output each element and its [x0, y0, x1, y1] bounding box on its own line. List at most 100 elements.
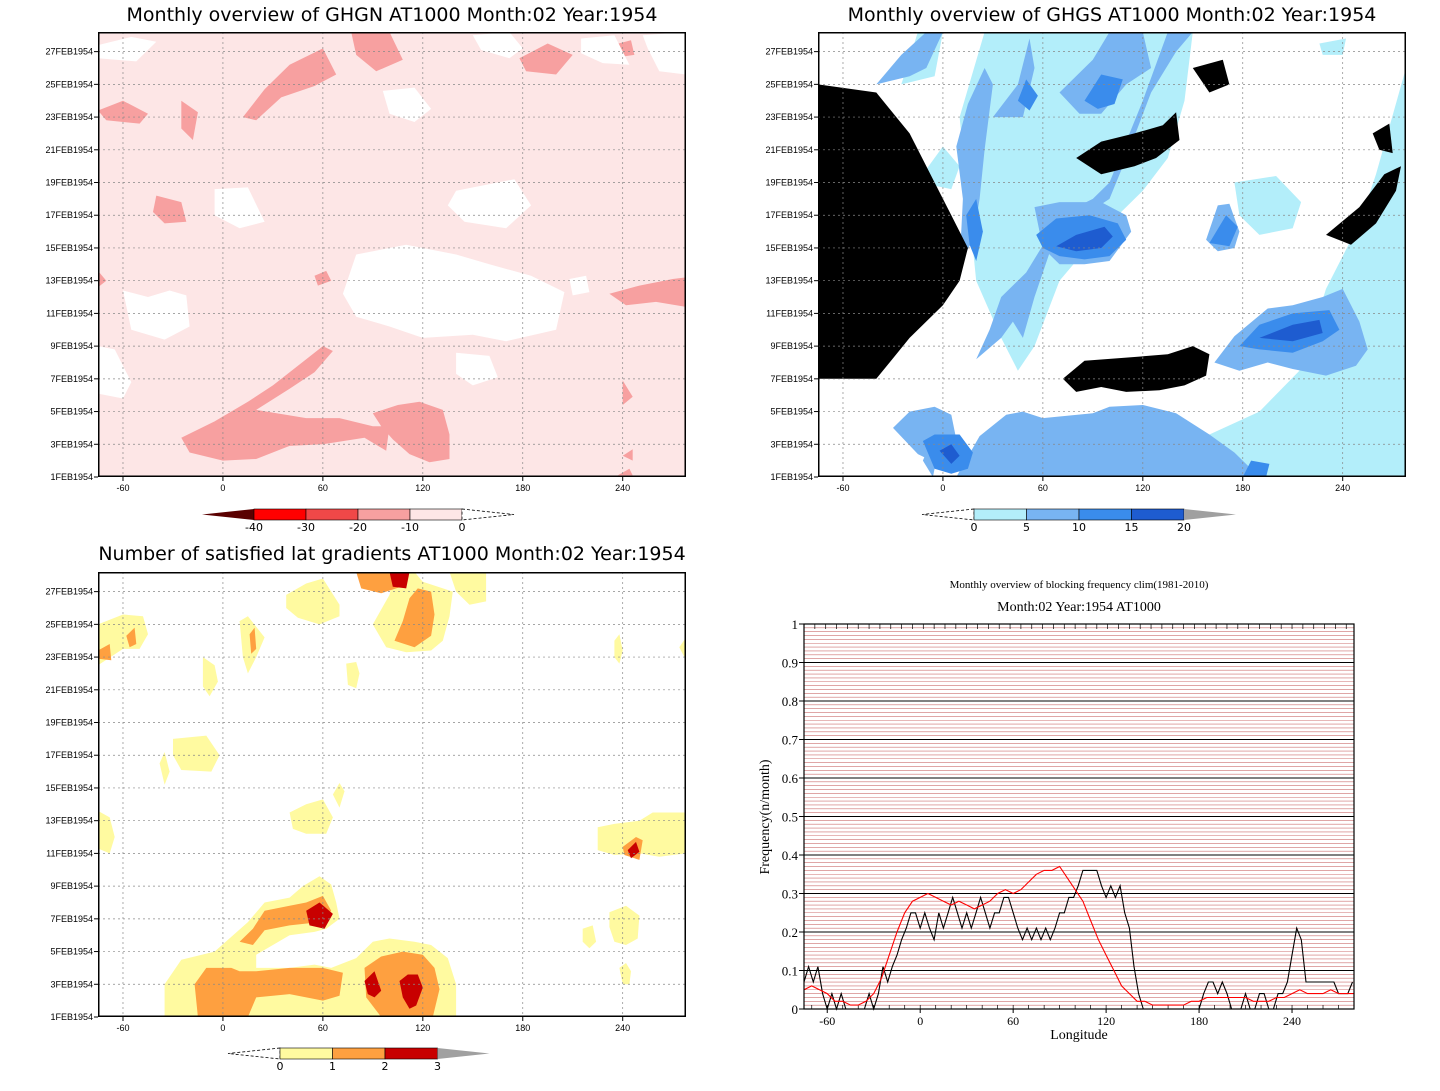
y-tick-label: 23FEB1954: [45, 652, 93, 662]
y-tick-label: 0.5: [782, 810, 798, 825]
x-tick-label: 0: [940, 483, 945, 493]
contour-region: [1319, 38, 1346, 55]
x-axis: -60 0 60 120 180 240: [836, 477, 1350, 493]
x-tick-label: 0: [220, 1023, 225, 1033]
contour-region: [876, 32, 943, 85]
contour-region: [642, 32, 686, 75]
x-tick-label: -60: [116, 483, 129, 493]
x-tick-label: 120: [1097, 1014, 1115, 1028]
contour-region: [614, 634, 623, 664]
colorbar-tick-label: 1: [329, 1060, 336, 1073]
colorbar: 0 1 2 3: [227, 1047, 490, 1073]
y-tick-label: 23FEB1954: [45, 112, 93, 122]
x-tick-label: 180: [1235, 483, 1250, 493]
contour-region: [609, 905, 640, 945]
plot-frame: [98, 32, 686, 477]
y-tick-label: 7FEB1954: [50, 374, 93, 384]
series-line: [803, 869, 1354, 1011]
contour-region: [1259, 319, 1323, 342]
contour-region: [399, 974, 423, 1009]
y-tick-label: 11FEB1954: [46, 308, 93, 318]
y-tick-label: 0.4: [782, 848, 799, 863]
colorbar-box: [279, 1047, 333, 1060]
contour-region: [609, 277, 686, 307]
contour-region: [622, 449, 633, 461]
y-tick-label: 0.1: [782, 964, 798, 979]
y-tick-label: 3FEB1954: [50, 439, 93, 449]
chart-title: Monthly overview of GHGS AT1000 Month:02…: [848, 4, 1377, 26]
y-tick-label: 19FEB1954: [45, 178, 93, 188]
contour-region: [202, 657, 218, 697]
colorbar-box: [1131, 508, 1185, 521]
colorbar-tick-label: 0: [277, 1060, 284, 1073]
contour-region: [372, 401, 450, 463]
contour-region: [306, 902, 333, 929]
contour-region: [1056, 226, 1113, 252]
y-axis: 1FEB1954 3FEB1954 5FEB1954 7FEB1954 9FEB1954…: [45, 47, 98, 482]
chart-title: Monthly overview of GHGN AT1000 Month:02…: [127, 4, 658, 26]
colorbar-tick-label: -30: [297, 521, 315, 534]
contour-region: [818, 68, 1406, 477]
contour-region: [818, 84, 968, 379]
colorbar-box: [332, 1047, 386, 1060]
contour-region: [456, 352, 498, 386]
contour-region: [394, 588, 435, 648]
colorbar-tick-label: 3: [434, 1060, 441, 1073]
y-tick-label: 0.9: [782, 656, 798, 671]
contour-region: [249, 627, 257, 654]
contour-region: [966, 198, 983, 261]
contour-region: [622, 380, 633, 405]
y-tick-label: 5FEB1954: [50, 407, 93, 417]
panel-lat-gradients: Number of satisfied lat gradients AT1000…: [45, 543, 686, 1073]
colorbar-extend-right: [437, 1048, 490, 1059]
x-tick-label: 0: [220, 483, 225, 493]
y-tick-label: 19FEB1954: [765, 178, 813, 188]
colorbar-box: [253, 508, 307, 521]
colorbar-tick-label: -20: [349, 521, 367, 534]
colorbar-tick-label: 0: [971, 521, 978, 534]
plot-area: [818, 32, 1406, 477]
contour-region: [569, 275, 590, 296]
y-tick-label: 0.3: [782, 887, 798, 902]
contour-region: [597, 812, 686, 857]
contour-region: [1326, 166, 1401, 245]
x-tick-label: 180: [515, 1023, 530, 1033]
contour-region: [1209, 215, 1238, 247]
y-tick-label: 0.2: [782, 925, 798, 940]
y-tick-label: 27FEB1954: [765, 47, 813, 57]
contour-region: [1242, 460, 1270, 477]
y-tick-label: 0.7: [782, 733, 799, 748]
contour-region: [98, 644, 112, 661]
x-tick-label: 120: [415, 1023, 430, 1033]
y-axis: 1FEB1954 3FEB1954 5FEB1954 7FEB1954 9FEB1954…: [45, 587, 98, 1022]
y-tick-label: 25FEB1954: [45, 79, 93, 89]
x-tick-label: -60: [116, 1023, 129, 1033]
x-axis: -60 0 60 120 180 240: [116, 477, 630, 493]
contour-region: [98, 36, 157, 62]
colorbar-box: [973, 508, 1027, 521]
y-tick-label: 17FEB1954: [45, 210, 93, 220]
contour-region: [1017, 79, 1038, 111]
x-tick-label: -60: [836, 483, 849, 493]
y-tick-label: 27FEB1954: [45, 587, 93, 597]
x-tick-label: 60: [318, 483, 328, 493]
colorbar-box: [409, 508, 463, 521]
contour-region: [1076, 112, 1180, 175]
panel-ghgs: Monthly overview of GHGS AT1000 Month:02…: [765, 4, 1406, 534]
contour-region: [123, 290, 190, 340]
y-tick-label: 3FEB1954: [50, 979, 93, 989]
contour-region: [447, 179, 532, 229]
contour-region: [98, 270, 107, 288]
y-tick-label: 15FEB1954: [765, 243, 813, 253]
y-tick-label: 13FEB1954: [45, 816, 93, 826]
y-tick-label: 21FEB1954: [765, 145, 813, 155]
contour-region: [351, 32, 403, 72]
x-tick-label: 180: [1190, 1014, 1208, 1028]
contour-region: [1059, 32, 1152, 114]
colorbar-extend-right: [1184, 509, 1236, 520]
y-tick-label: 7FEB1954: [770, 374, 813, 384]
colorbar-extend-left: [202, 509, 254, 520]
x-tick-label: 240: [1283, 1014, 1301, 1028]
contour-region: [332, 783, 345, 808]
